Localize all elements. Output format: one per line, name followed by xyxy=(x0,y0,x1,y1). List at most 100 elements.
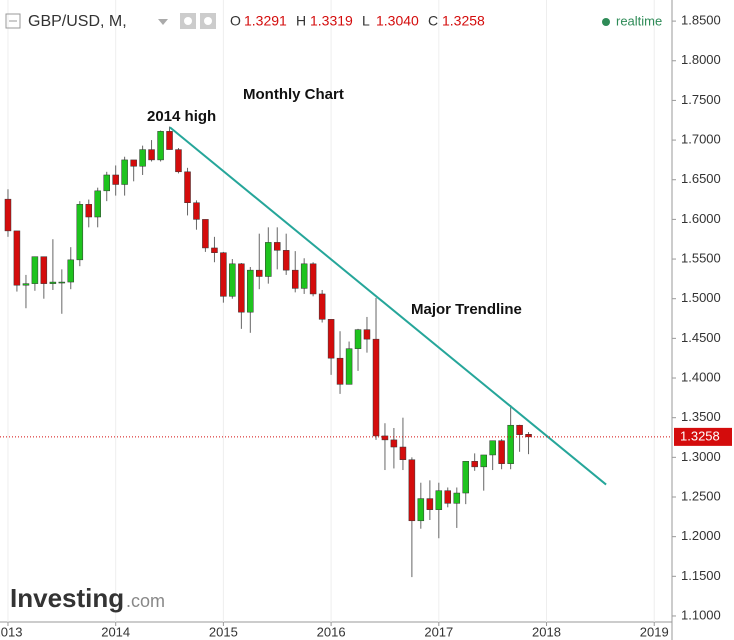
candle-body xyxy=(462,461,469,494)
candle-body xyxy=(489,440,496,456)
candle-body xyxy=(121,159,128,185)
header: GBP/USD, M, O 1.3291 H 1.3319 L 1.3040 C 1.3258 xyxy=(5,13,485,30)
ohlc-key: O xyxy=(230,13,241,29)
trendline xyxy=(169,126,607,486)
candle-body xyxy=(327,319,335,359)
y-tick-label: 1.1000 xyxy=(681,607,721,622)
candle-body xyxy=(471,461,478,468)
ohlc-key: H xyxy=(296,13,306,29)
candle-body xyxy=(507,424,514,464)
candle-body xyxy=(372,338,380,437)
candle-body xyxy=(184,171,191,203)
candle-body xyxy=(426,498,434,510)
candle-body xyxy=(31,256,39,284)
y-tick-label: 1.7500 xyxy=(681,92,721,107)
candle-body xyxy=(166,131,173,150)
annotation: 2014 high xyxy=(147,108,216,125)
candle-body xyxy=(157,131,164,161)
candle-body xyxy=(318,293,326,320)
price-label-box xyxy=(674,427,732,446)
y-tick-label: 1.8000 xyxy=(681,52,721,67)
candle-body xyxy=(148,149,155,161)
ohlc-value: 1.3258 xyxy=(442,13,485,29)
dropdown-arrow[interactable] xyxy=(158,19,168,25)
candle-body xyxy=(516,424,523,435)
candle-body xyxy=(381,435,389,441)
candle-body xyxy=(139,149,146,167)
y-tick-label: 1.3000 xyxy=(681,449,721,464)
candle-body xyxy=(453,492,461,504)
y-tick-label: 1.7000 xyxy=(681,132,721,147)
candle-body xyxy=(390,439,398,448)
candle-body xyxy=(408,459,416,522)
y-tick-label: 1.5500 xyxy=(681,250,721,265)
candle-body xyxy=(444,490,451,504)
realtime-dot xyxy=(602,18,610,26)
candle-body xyxy=(67,259,75,283)
candle-body xyxy=(40,256,48,284)
x-tick-label: 2017 xyxy=(424,624,453,639)
logo-main: Investing xyxy=(10,583,124,613)
candle-body xyxy=(220,252,227,297)
candle-body xyxy=(85,204,93,218)
candle-body xyxy=(300,263,308,289)
price-label: 1.3258 xyxy=(680,428,720,443)
candle-body xyxy=(130,159,137,167)
candle-body xyxy=(22,283,30,286)
y-tick-label: 1.6000 xyxy=(681,211,721,226)
candle-body xyxy=(282,250,290,271)
candle-body xyxy=(480,454,487,468)
x-tick-label: 2016 xyxy=(317,624,346,639)
x-tick-label: 2014 xyxy=(101,624,130,639)
candle-body xyxy=(309,263,317,295)
candle-body xyxy=(291,269,299,289)
annotation: Monthly Chart xyxy=(243,86,344,103)
candle-body xyxy=(417,498,425,522)
x-tick-label: 2015 xyxy=(209,624,238,639)
realtime-label: realtime xyxy=(616,13,662,28)
candle-body xyxy=(273,242,281,251)
ohlc-key: C xyxy=(428,13,438,29)
gear-icon-dot xyxy=(204,17,212,25)
y-tick-label: 1.4500 xyxy=(681,330,721,345)
candle-body xyxy=(49,281,57,284)
candle-body xyxy=(247,269,254,313)
candle-body xyxy=(202,219,209,249)
y-tick-label: 1.2500 xyxy=(681,488,721,503)
y-tick-label: 1.2000 xyxy=(681,528,721,543)
ohlc-value: 1.3040 xyxy=(376,13,419,29)
y-tick-label: 1.3500 xyxy=(681,409,721,424)
candle-body xyxy=(112,174,119,185)
y-tick-label: 1.4000 xyxy=(681,369,721,384)
candles xyxy=(4,126,532,578)
y-tick-label: 1.8500 xyxy=(681,13,721,28)
candle-body xyxy=(345,348,353,385)
candle-body xyxy=(229,263,236,297)
candle-body xyxy=(265,242,272,277)
candle-body xyxy=(4,198,12,232)
candle-body xyxy=(94,190,101,218)
candle-body xyxy=(256,269,263,277)
candle-body xyxy=(13,230,21,286)
settings-icon-dot xyxy=(184,17,192,25)
annotation: Major Trendline xyxy=(411,301,522,318)
candle-body xyxy=(399,446,407,460)
logo-suffix: .com xyxy=(126,591,165,611)
candle-body xyxy=(211,247,218,253)
x-tick-label: 2013 xyxy=(0,624,22,639)
x-tick-label: 2019 xyxy=(640,624,669,639)
ohlc-value: 1.3291 xyxy=(244,13,287,29)
candle-body xyxy=(435,490,443,510)
candle-body xyxy=(238,263,245,313)
ohlc-key: L xyxy=(362,13,370,29)
candle-body xyxy=(175,149,182,173)
candle-body xyxy=(336,357,344,385)
overlays: 1.3258 xyxy=(0,126,732,486)
y-tick-label: 1.6500 xyxy=(681,171,721,186)
collapse-icon[interactable] xyxy=(5,13,21,29)
candle-body xyxy=(363,329,371,340)
candle-body xyxy=(354,329,362,349)
candle-body xyxy=(498,440,505,464)
ohlc-value: 1.3319 xyxy=(310,13,353,29)
